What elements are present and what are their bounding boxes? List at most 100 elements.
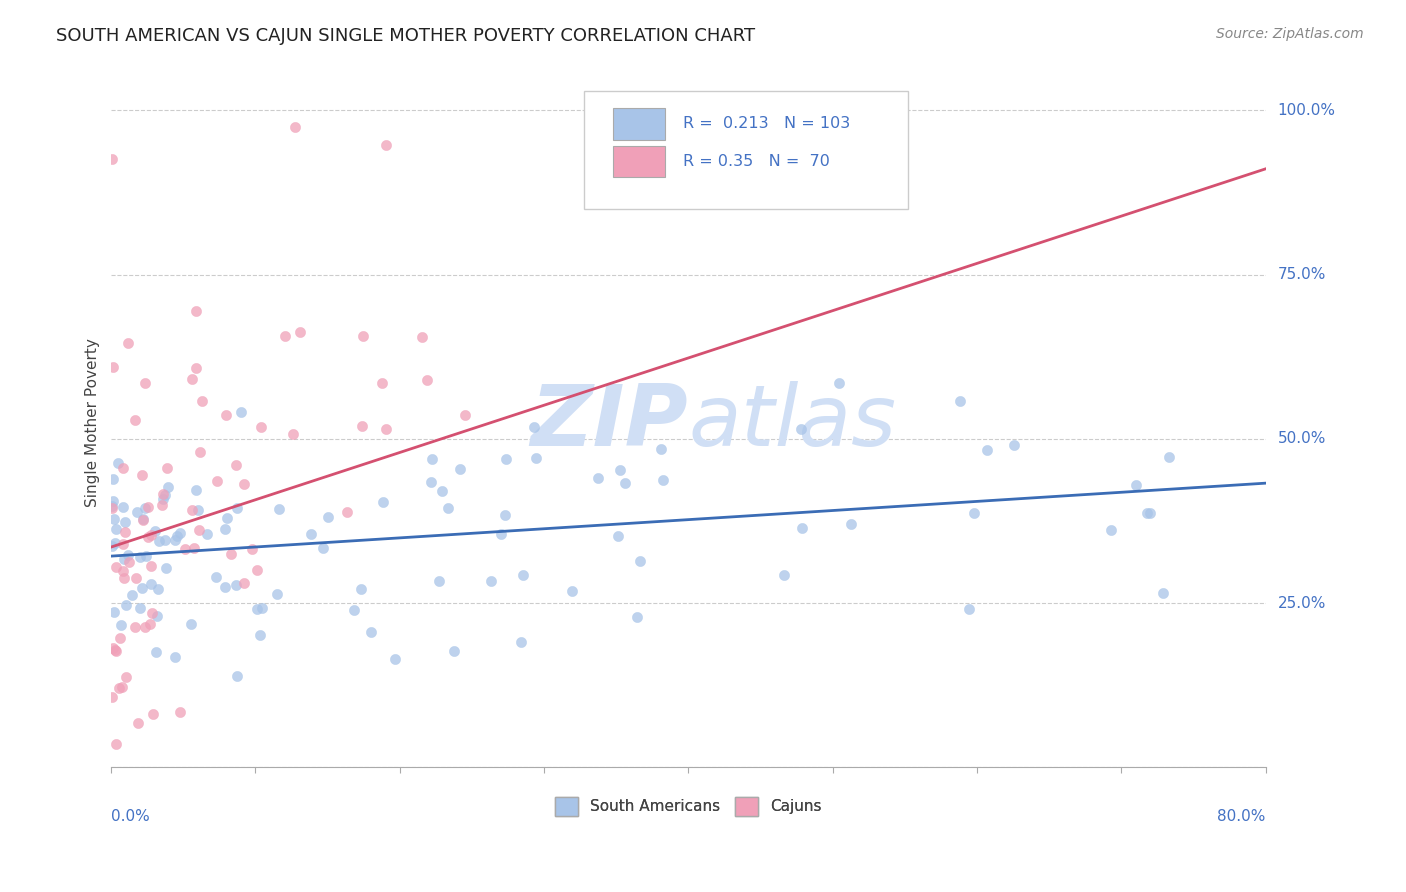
Point	[153, 533, 176, 547]
Point	[281, 426, 304, 441]
Point	[1157, 450, 1180, 464]
Point	[101, 493, 124, 508]
Point	[495, 451, 517, 466]
Point	[430, 484, 453, 499]
Point	[226, 668, 249, 682]
Point	[839, 516, 862, 531]
Point	[336, 505, 359, 519]
Text: 25.0%: 25.0%	[1278, 596, 1326, 610]
Point	[420, 475, 443, 490]
Point	[246, 602, 269, 616]
Point	[155, 561, 177, 575]
Point	[131, 468, 153, 483]
Point	[117, 336, 139, 351]
FancyBboxPatch shape	[613, 146, 665, 178]
Point	[141, 558, 163, 573]
Point	[225, 578, 247, 592]
Point	[190, 394, 212, 409]
Point	[523, 419, 546, 434]
Point	[112, 571, 135, 585]
Legend: South Americans, Cajuns: South Americans, Cajuns	[548, 791, 828, 822]
Point	[299, 527, 322, 541]
Point	[613, 475, 636, 490]
Point	[524, 451, 547, 466]
Point	[103, 605, 125, 619]
Point	[250, 601, 273, 615]
Point	[112, 500, 135, 514]
Text: 80.0%: 80.0%	[1218, 809, 1265, 823]
Point	[117, 556, 139, 570]
Point	[343, 602, 366, 616]
Point	[117, 548, 139, 562]
Point	[274, 329, 297, 343]
Text: atlas: atlas	[689, 381, 896, 464]
Point	[375, 422, 398, 436]
Point	[373, 495, 395, 509]
Point	[104, 737, 127, 751]
Text: SOUTH AMERICAN VS CAJUN SINGLE MOTHER POVERTY CORRELATION CHART: SOUTH AMERICAN VS CAJUN SINGLE MOTHER PO…	[56, 27, 755, 45]
Point	[651, 473, 673, 487]
Point	[607, 529, 630, 543]
Point	[124, 620, 146, 634]
Point	[132, 512, 155, 526]
Point	[437, 500, 460, 515]
Text: 50.0%: 50.0%	[1278, 431, 1326, 446]
Point	[127, 505, 149, 519]
Point	[184, 304, 207, 318]
Point	[152, 487, 174, 501]
Point	[108, 631, 131, 645]
Point	[773, 567, 796, 582]
Point	[145, 645, 167, 659]
Point	[789, 422, 811, 436]
Point	[217, 510, 239, 524]
Point	[156, 460, 179, 475]
Point	[489, 527, 512, 541]
Point	[1136, 506, 1159, 520]
Point	[107, 457, 129, 471]
Point	[249, 628, 271, 642]
Point	[949, 394, 972, 409]
Point	[163, 533, 186, 548]
Point	[188, 445, 211, 459]
Point	[453, 408, 475, 422]
Point	[626, 609, 648, 624]
Point	[186, 360, 208, 375]
Point	[225, 458, 247, 473]
Point	[141, 606, 163, 620]
Point	[134, 376, 156, 391]
Point	[479, 574, 502, 588]
Point	[184, 483, 207, 498]
Point	[169, 705, 191, 719]
Point	[101, 690, 124, 704]
Text: R =  0.213   N = 103: R = 0.213 N = 103	[682, 116, 849, 131]
Point	[136, 531, 159, 545]
Point	[181, 371, 204, 385]
Point	[163, 650, 186, 665]
Point	[104, 644, 127, 658]
Point	[169, 526, 191, 541]
Point	[124, 413, 146, 427]
Point	[827, 376, 849, 390]
Point	[181, 503, 204, 517]
Point	[157, 480, 180, 494]
Point	[125, 571, 148, 585]
Point	[267, 502, 290, 516]
Point	[152, 492, 174, 507]
Point	[352, 328, 374, 343]
Point	[112, 536, 135, 550]
Point	[609, 463, 631, 477]
Point	[139, 616, 162, 631]
Text: 0.0%: 0.0%	[111, 809, 149, 823]
Point	[101, 641, 124, 656]
Point	[139, 527, 162, 541]
Point	[1125, 478, 1147, 492]
Point	[215, 408, 238, 422]
Point	[111, 460, 134, 475]
Point	[371, 376, 394, 390]
Point	[146, 609, 169, 624]
Point	[104, 536, 127, 550]
Point	[121, 588, 143, 602]
Point	[628, 554, 651, 568]
Point	[111, 680, 134, 694]
Point	[141, 577, 163, 591]
